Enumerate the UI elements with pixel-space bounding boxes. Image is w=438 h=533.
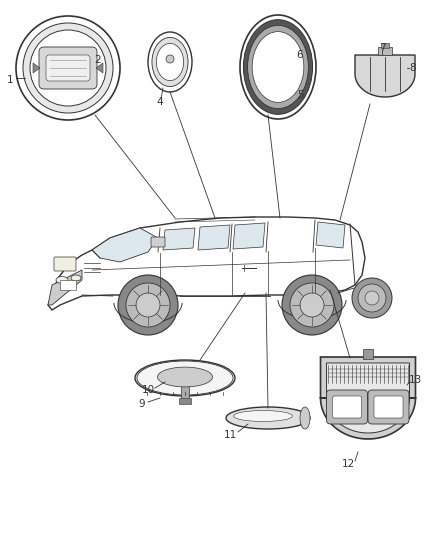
FancyBboxPatch shape <box>151 237 165 247</box>
Text: 13: 13 <box>408 375 422 385</box>
FancyBboxPatch shape <box>374 396 403 418</box>
Circle shape <box>300 293 324 317</box>
Text: 8: 8 <box>410 63 416 73</box>
Ellipse shape <box>252 31 304 102</box>
Circle shape <box>282 275 342 335</box>
FancyBboxPatch shape <box>46 55 90 81</box>
Bar <box>363 349 373 359</box>
FancyBboxPatch shape <box>39 47 97 89</box>
Circle shape <box>16 16 120 120</box>
Ellipse shape <box>137 361 233 395</box>
Text: 9: 9 <box>139 399 145 409</box>
FancyBboxPatch shape <box>326 390 367 424</box>
Ellipse shape <box>247 26 308 109</box>
Circle shape <box>30 30 106 106</box>
Ellipse shape <box>300 407 310 429</box>
Text: 4: 4 <box>157 97 163 107</box>
Polygon shape <box>233 223 265 249</box>
Polygon shape <box>326 363 410 433</box>
Ellipse shape <box>226 407 310 429</box>
Text: 6: 6 <box>297 50 303 60</box>
Circle shape <box>365 291 379 305</box>
Ellipse shape <box>244 20 313 114</box>
FancyBboxPatch shape <box>54 257 76 271</box>
Ellipse shape <box>152 37 188 86</box>
Bar <box>179 398 191 404</box>
Bar <box>181 386 189 400</box>
Circle shape <box>23 23 113 113</box>
Text: 7: 7 <box>379 43 385 53</box>
FancyBboxPatch shape <box>332 396 361 418</box>
Text: 11: 11 <box>223 430 237 440</box>
Ellipse shape <box>240 15 316 119</box>
Polygon shape <box>163 228 195 250</box>
Polygon shape <box>33 63 40 73</box>
Circle shape <box>166 55 174 63</box>
Polygon shape <box>321 357 416 439</box>
Ellipse shape <box>71 275 81 281</box>
Circle shape <box>290 283 334 327</box>
Polygon shape <box>48 270 82 305</box>
Circle shape <box>118 275 178 335</box>
Polygon shape <box>48 217 365 310</box>
Polygon shape <box>355 55 415 97</box>
Circle shape <box>136 293 160 317</box>
Circle shape <box>352 278 392 318</box>
Polygon shape <box>198 225 230 250</box>
Ellipse shape <box>156 43 184 80</box>
Bar <box>381 43 389 48</box>
Bar <box>60 280 76 290</box>
Circle shape <box>126 283 170 327</box>
Polygon shape <box>92 228 158 262</box>
Ellipse shape <box>135 360 235 396</box>
Polygon shape <box>316 222 345 248</box>
Text: 5: 5 <box>297 90 303 100</box>
Ellipse shape <box>233 410 293 422</box>
Text: 1: 1 <box>7 75 13 85</box>
Bar <box>378 47 392 55</box>
Ellipse shape <box>148 32 192 92</box>
Ellipse shape <box>158 367 212 387</box>
Polygon shape <box>96 63 103 73</box>
Ellipse shape <box>56 277 68 284</box>
Text: 10: 10 <box>141 385 155 395</box>
Text: 2: 2 <box>95 55 101 65</box>
Text: 12: 12 <box>341 459 355 469</box>
Circle shape <box>358 284 386 312</box>
FancyBboxPatch shape <box>368 390 409 424</box>
